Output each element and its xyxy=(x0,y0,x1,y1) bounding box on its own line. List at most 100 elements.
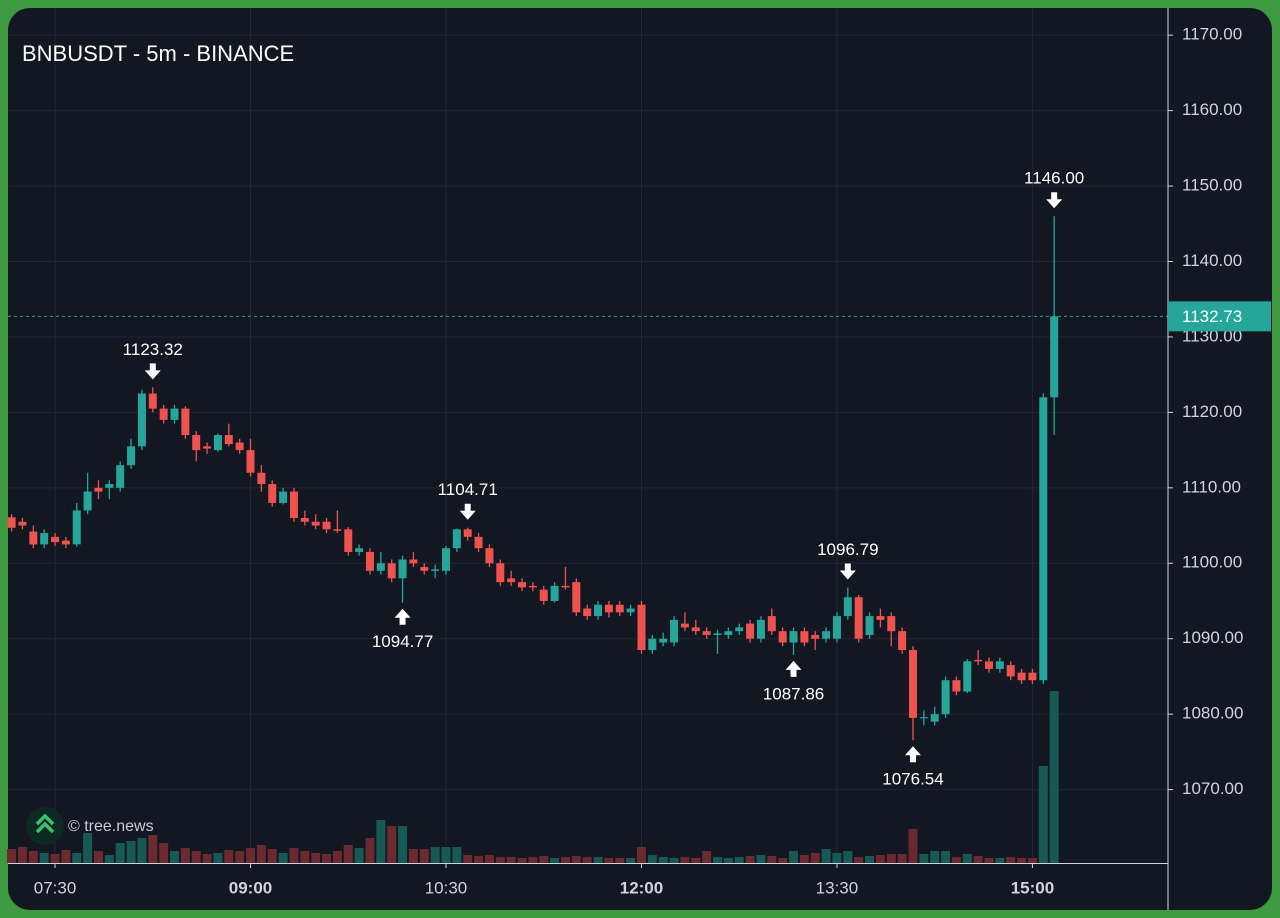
candle-body xyxy=(116,465,125,488)
candle-body xyxy=(235,442,244,451)
candle-body xyxy=(854,597,863,639)
trough-label: 1076.54 xyxy=(882,770,943,789)
volume-bar xyxy=(1049,691,1059,863)
volume-bar xyxy=(756,855,766,863)
candle-body xyxy=(442,548,450,571)
candle-body xyxy=(735,627,744,632)
volume-bar xyxy=(604,858,614,863)
volume-bar xyxy=(941,851,951,863)
annotation-layer: 1123.32 1104.71 1096.79 1146.00 1094.77 1087.… xyxy=(8,169,1168,789)
volume-bar xyxy=(734,857,744,863)
volume-bar xyxy=(235,851,245,863)
candle-body xyxy=(680,623,689,628)
candle-body xyxy=(192,435,201,451)
volume-bar xyxy=(832,853,842,863)
candle-body xyxy=(29,531,38,545)
candle-body xyxy=(213,435,222,451)
candle-body xyxy=(289,491,298,518)
peak-arrow xyxy=(459,503,476,520)
x-tick-label: 10:30 xyxy=(425,878,468,897)
volume-bar xyxy=(28,851,38,863)
volume-bar xyxy=(408,849,418,863)
candle-body xyxy=(94,487,103,492)
volume-bar xyxy=(713,857,722,863)
candle-body xyxy=(865,616,874,635)
volume-bar xyxy=(517,858,527,863)
trough-arrow xyxy=(394,608,411,625)
volume-bar xyxy=(83,833,93,863)
candle-body xyxy=(583,608,592,617)
candle-body xyxy=(7,517,16,528)
candle-body xyxy=(746,623,755,639)
watermark-text: © tree.news xyxy=(68,818,154,835)
volume-bar xyxy=(343,845,353,863)
candle-body xyxy=(604,604,613,613)
grid xyxy=(8,8,1168,863)
candle-body xyxy=(615,604,624,613)
volume-bar xyxy=(246,848,256,863)
candle-body xyxy=(908,650,917,718)
volume-bar xyxy=(658,857,668,863)
candle-body xyxy=(713,633,722,635)
y-tick-label: 1150.00 xyxy=(1182,176,1242,195)
volume-bar xyxy=(115,843,125,863)
peak-label: 1096.79 xyxy=(817,540,878,559)
candle-body xyxy=(257,472,266,485)
volume-bar xyxy=(61,850,71,863)
volume-bar xyxy=(615,858,625,863)
candle-body xyxy=(767,616,776,632)
volume-bar xyxy=(984,858,994,863)
candle-body xyxy=(963,661,972,692)
volume-bar xyxy=(582,857,592,863)
volume-bar xyxy=(39,853,49,863)
x-tick-label: 13:30 xyxy=(816,878,859,897)
volume-bar xyxy=(897,854,907,863)
volume-bar xyxy=(441,847,451,863)
candle-body xyxy=(246,450,255,473)
volume-bar xyxy=(311,853,321,863)
panel xyxy=(8,8,1272,910)
volume-bar xyxy=(702,851,712,863)
candle-body xyxy=(420,567,429,571)
trough-arrow xyxy=(904,746,921,763)
volume-bar xyxy=(810,853,820,863)
candle-body xyxy=(974,659,983,662)
candle-body xyxy=(756,619,765,639)
candle-body xyxy=(637,604,646,651)
volume-bar xyxy=(17,847,27,863)
x-tick-label: 07:30 xyxy=(34,878,77,897)
peak-arrow xyxy=(839,563,856,580)
candle-body xyxy=(181,408,190,436)
candle-body xyxy=(105,484,114,488)
candle-body xyxy=(485,548,494,564)
candle-body xyxy=(887,616,896,632)
volume-bar xyxy=(571,856,581,863)
volume-bar xyxy=(1017,858,1027,863)
candle-body xyxy=(51,536,60,543)
candle-body xyxy=(474,536,483,549)
candle-body xyxy=(311,521,320,526)
volume-bar xyxy=(72,853,82,863)
candle-body xyxy=(1039,397,1048,681)
volume-bar xyxy=(484,855,494,863)
volume-bar xyxy=(865,856,875,863)
volume-bar xyxy=(680,857,690,863)
candle-body xyxy=(137,393,146,447)
volume-bar xyxy=(50,854,60,863)
volume-bar xyxy=(1006,857,1016,863)
trough-label: 1094.77 xyxy=(372,632,433,651)
candle-body xyxy=(952,680,961,692)
last-price-label: 1132.73 xyxy=(1182,307,1242,326)
volume-bar xyxy=(376,820,386,863)
candle-body xyxy=(843,597,852,617)
volume-bar xyxy=(256,845,266,863)
candle-body xyxy=(398,559,407,579)
volume-bar xyxy=(723,858,733,863)
candle-body xyxy=(409,559,418,564)
candle-body xyxy=(539,589,548,601)
volume-bar xyxy=(778,858,788,863)
candle-body xyxy=(333,529,342,531)
volume-bar xyxy=(278,853,288,863)
peak-label: 1123.32 xyxy=(123,340,183,359)
